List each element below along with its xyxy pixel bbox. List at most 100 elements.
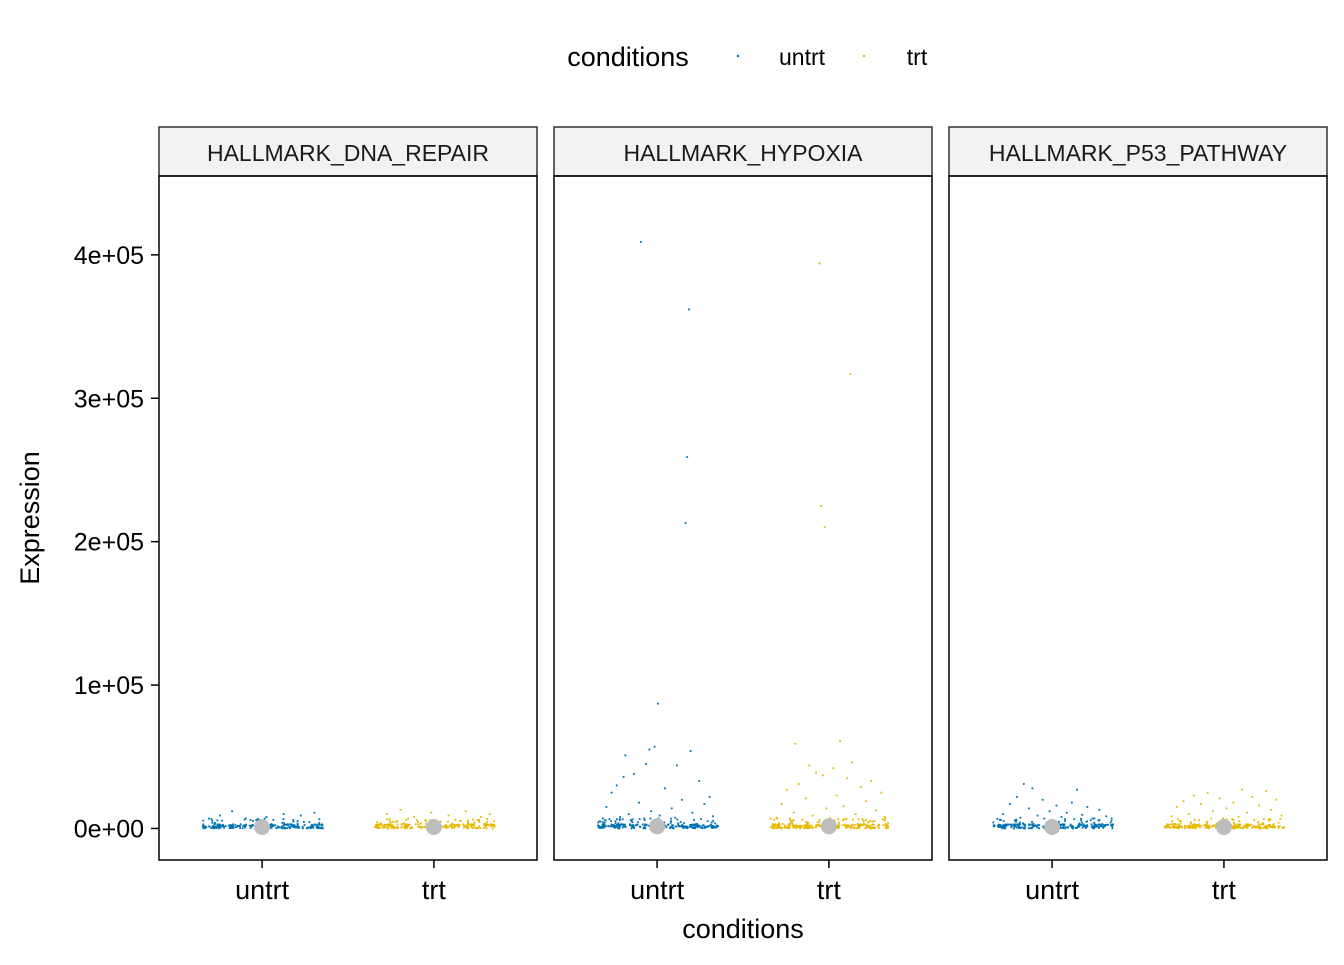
jitter-point-trt xyxy=(417,823,420,826)
outlier-point-untrt xyxy=(1060,816,1063,818)
jitter-point-trt xyxy=(1199,826,1201,829)
jitter-point-trt xyxy=(1203,824,1206,826)
outlier-point-untrt xyxy=(1031,787,1034,790)
outlier-point-untrt xyxy=(1070,801,1073,804)
jitter-point-untrt xyxy=(1027,827,1030,830)
jitter-point-untrt xyxy=(649,817,652,820)
jitter-point-trt xyxy=(771,823,774,826)
jitter-point-untrt xyxy=(1093,826,1095,829)
jitter-point-trt xyxy=(477,827,479,829)
jitter-point-untrt xyxy=(1093,823,1096,826)
jitter-point-trt xyxy=(857,824,859,827)
jitter-point-untrt xyxy=(1035,824,1038,827)
jitter-point-trt xyxy=(1173,826,1175,829)
outlier-point-trt xyxy=(1265,790,1267,793)
jitter-point-untrt xyxy=(293,824,296,827)
jitter-point-untrt xyxy=(643,827,646,829)
jitter-point-untrt xyxy=(1082,823,1085,826)
jitter-point-untrt xyxy=(683,822,686,825)
jitter-point-trt xyxy=(858,824,861,827)
jitter-point-untrt xyxy=(710,821,713,824)
jitter-point-untrt xyxy=(1022,822,1024,825)
jitter-point-trt xyxy=(1198,819,1201,822)
jitter-point-trt xyxy=(444,826,447,829)
jitter-point-trt xyxy=(1238,826,1240,829)
jitter-point-untrt xyxy=(320,823,323,826)
jitter-point-trt xyxy=(1235,825,1237,828)
jitter-point-trt xyxy=(1262,822,1264,824)
jitter-point-trt xyxy=(851,823,854,826)
jitter-point-trt xyxy=(800,825,803,827)
jitter-point-trt xyxy=(415,823,417,826)
outlier-point-untrt xyxy=(653,745,656,748)
outlier-point-untrt xyxy=(627,813,630,816)
outlier-point-untrt xyxy=(633,773,635,775)
jitter-point-trt xyxy=(885,824,888,827)
jitter-point-untrt xyxy=(996,817,999,820)
jitter-point-untrt xyxy=(215,827,218,829)
legend-key-trt xyxy=(862,54,866,58)
jitter-point-untrt xyxy=(255,819,258,821)
outlier-point-trt xyxy=(780,803,783,805)
jitter-point-untrt xyxy=(243,818,246,821)
jitter-point-untrt xyxy=(314,823,316,826)
jitter-point-trt xyxy=(1171,820,1174,823)
jitter-point-trt xyxy=(493,820,495,823)
jitter-point-untrt xyxy=(218,823,221,826)
jitter-point-untrt xyxy=(1078,822,1081,825)
jitter-point-untrt xyxy=(282,818,285,821)
jitter-point-trt xyxy=(1251,826,1254,829)
jitter-point-untrt xyxy=(227,824,230,827)
outlier-point-untrt xyxy=(1041,798,1044,801)
jitter-point-untrt xyxy=(1023,827,1025,830)
jitter-point-untrt xyxy=(624,823,626,826)
jitter-point-untrt xyxy=(620,823,623,826)
jitter-point-untrt xyxy=(311,826,314,829)
jitter-point-untrt xyxy=(1086,824,1088,827)
jitter-point-untrt xyxy=(696,826,699,829)
jitter-point-untrt xyxy=(244,824,247,827)
jitter-point-trt xyxy=(1238,820,1241,822)
outlier-point-untrt xyxy=(675,764,678,767)
jitter-point-untrt xyxy=(308,826,311,829)
jitter-point-untrt xyxy=(322,827,324,830)
outlier-point-untrt xyxy=(638,801,640,804)
jitter-point-trt xyxy=(375,824,378,827)
jitter-point-untrt xyxy=(647,824,650,827)
jitter-point-untrt xyxy=(289,825,292,828)
jitter-point-trt xyxy=(856,827,858,830)
outlier-point-trt xyxy=(861,818,864,821)
jitter-point-untrt xyxy=(715,824,718,827)
jitter-point-trt xyxy=(471,827,474,830)
jitter-point-trt xyxy=(445,825,448,827)
jitter-point-untrt xyxy=(1022,823,1025,826)
jitter-point-trt xyxy=(453,827,456,829)
jitter-point-untrt xyxy=(603,825,606,828)
jitter-point-untrt xyxy=(1093,821,1096,824)
jitter-point-untrt xyxy=(319,827,321,829)
jitter-point-untrt xyxy=(214,821,216,824)
jitter-point-trt xyxy=(405,819,408,821)
jitter-point-trt xyxy=(1232,825,1234,828)
jitter-point-trt xyxy=(380,822,382,825)
jitter-point-untrt xyxy=(608,818,611,821)
outlier-point-trt xyxy=(801,818,804,821)
jitter-point-trt xyxy=(1270,826,1272,828)
jitter-point-untrt xyxy=(1015,826,1018,829)
jitter-point-trt xyxy=(1206,824,1209,827)
jitter-point-trt xyxy=(406,824,409,827)
jitter-point-untrt xyxy=(630,825,633,828)
jitter-point-untrt xyxy=(614,826,617,829)
jitter-point-trt xyxy=(474,826,476,829)
jitter-point-trt xyxy=(769,825,772,828)
jitter-point-trt xyxy=(798,825,801,827)
jitter-point-trt xyxy=(408,823,411,826)
jitter-point-trt xyxy=(416,821,419,823)
jitter-point-untrt xyxy=(216,825,219,828)
jitter-point-trt xyxy=(444,825,447,828)
jitter-point-untrt xyxy=(614,825,616,828)
jitter-point-untrt xyxy=(1030,823,1033,826)
jitter-point-untrt xyxy=(1072,827,1074,830)
jitter-point-trt xyxy=(403,824,406,827)
jitter-point-untrt xyxy=(604,825,607,828)
